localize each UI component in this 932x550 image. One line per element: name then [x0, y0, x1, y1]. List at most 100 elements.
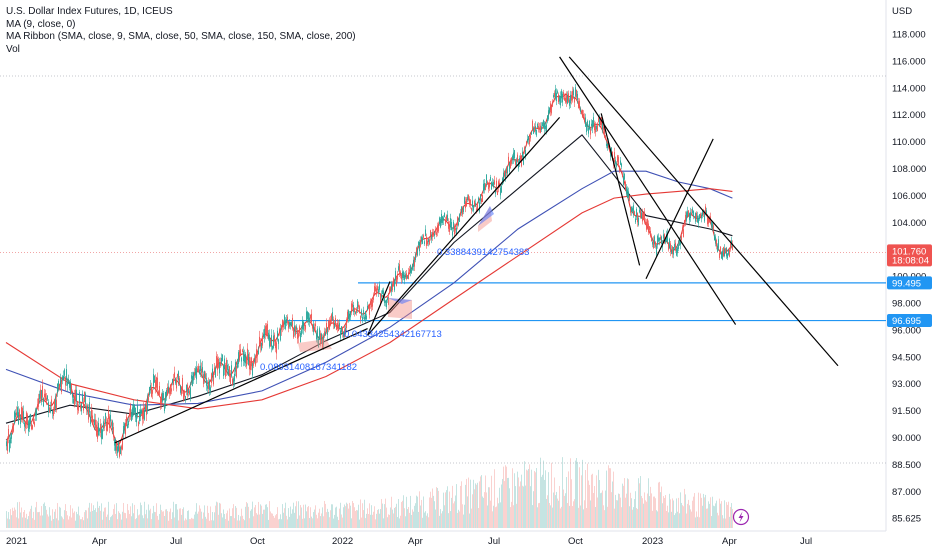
volume-bar [603, 505, 604, 528]
volume-bar [418, 511, 419, 528]
candle-body [221, 358, 222, 364]
ma-indicator-label[interactable]: MA (9, close, 0) [6, 18, 76, 30]
candle-body [404, 276, 405, 281]
candle-body [35, 412, 36, 416]
y-tick-label: 98.000 [892, 299, 921, 310]
volume-bar [178, 520, 179, 528]
candle-body [453, 221, 454, 229]
volume-bar [20, 512, 21, 528]
volume-bar [681, 502, 682, 528]
candle-body [121, 446, 122, 450]
candle-body [411, 269, 412, 273]
volume-bar [382, 503, 383, 528]
volume-bar [490, 500, 491, 528]
volume-bar [659, 481, 660, 528]
x-tick-label: Jul [488, 536, 500, 547]
candle-body [142, 409, 143, 420]
candle-body [196, 367, 197, 380]
candle-body [663, 234, 664, 239]
candle-body [311, 313, 312, 323]
volume-bar [564, 495, 565, 528]
volume-bar [32, 518, 33, 528]
candle-body [439, 217, 440, 224]
volume-bar [229, 508, 230, 528]
volume-label[interactable]: Vol [6, 43, 20, 55]
volume-bar [618, 493, 619, 528]
volume-bar [477, 482, 478, 528]
volume-bar [85, 510, 86, 528]
candle-body [635, 218, 636, 223]
volume-bar [417, 496, 418, 528]
volume-bar [627, 478, 628, 528]
volume-bar [510, 507, 511, 528]
candle-body [278, 339, 279, 344]
candle-body [324, 331, 325, 336]
y-tick-label: 94.500 [892, 352, 921, 363]
volume-bar [669, 493, 670, 528]
candle-body [329, 320, 330, 330]
candle-body [433, 232, 434, 236]
volume-bar [121, 519, 122, 528]
volume-bar [703, 493, 704, 528]
volume-bar [101, 503, 102, 528]
volume-bar [336, 506, 337, 528]
candle-body [522, 151, 523, 158]
volume-bar [214, 512, 215, 528]
volume-bar [637, 509, 638, 528]
volume-bar [83, 520, 84, 528]
candle-body [354, 309, 355, 312]
candle-body [637, 213, 638, 223]
volume-bar [256, 513, 257, 528]
candle-body [87, 405, 88, 409]
candle-body [180, 385, 181, 393]
volume-bar [243, 518, 244, 528]
volume-bar [257, 514, 258, 528]
volume-bar [366, 513, 367, 528]
time-axis[interactable]: 2021 Apr Jul Oct 2022 Apr Jul Oct 2023 Apr Jul [6, 536, 812, 547]
candle-body [379, 284, 380, 290]
symbol-title[interactable]: U.S. Dollar Index Futures, 1D, ICEUS [6, 6, 173, 17]
lightning-icon[interactable] [732, 508, 750, 526]
candle-body [193, 372, 194, 381]
candle-body [267, 324, 268, 335]
candle-body [585, 117, 586, 127]
volume-bar [325, 503, 326, 528]
candle-body [203, 374, 204, 385]
candle-body [69, 382, 70, 388]
candle-body [432, 232, 433, 238]
candle-body [140, 409, 141, 417]
volume-bar [199, 505, 200, 528]
volume-bar [226, 513, 227, 528]
candle-body [347, 311, 348, 321]
volume-bar [294, 512, 295, 528]
candle-body [259, 336, 260, 344]
volume-bar [726, 502, 727, 528]
volume-bar [650, 486, 651, 528]
candle-body [611, 147, 612, 154]
volume-bar [106, 516, 107, 528]
volume-bar [218, 514, 219, 528]
candle-body [227, 364, 228, 370]
candle-body [398, 266, 399, 271]
trend-lines[interactable] [114, 56, 839, 444]
volume-bar [728, 501, 729, 528]
volume-bar [23, 511, 24, 528]
candle-body [291, 322, 292, 326]
volume-bar [712, 496, 713, 528]
volume-bar [667, 505, 668, 528]
volume-bar [641, 495, 642, 528]
candle-body [675, 242, 676, 251]
candle-body [565, 97, 566, 103]
volume-bar [67, 515, 68, 528]
volume-bar [708, 501, 709, 528]
candle-body [560, 96, 561, 106]
candle-body [699, 214, 700, 220]
volume-bar [512, 468, 513, 528]
candle-body [127, 424, 128, 429]
volume-bar [654, 496, 655, 528]
volume-bar [363, 510, 364, 528]
volume-bar [322, 507, 323, 528]
volume-bar [188, 510, 189, 528]
ma-ribbon-label[interactable]: MA Ribbon (SMA, close, 9, SMA, close, 50… [6, 31, 356, 42]
